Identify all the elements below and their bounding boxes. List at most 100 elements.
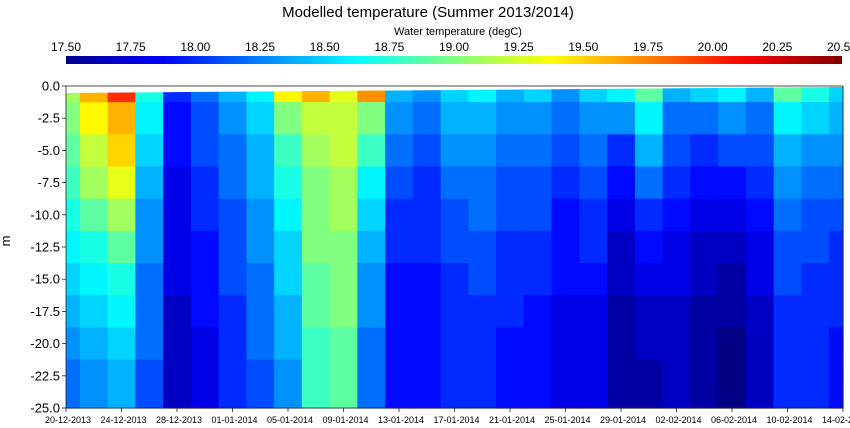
heatmap-cell <box>718 198 747 232</box>
heatmap-cell <box>468 166 497 200</box>
heatmap-cell <box>718 134 747 168</box>
heatmap-cell <box>107 391 136 409</box>
heatmap-cell <box>107 134 136 168</box>
colorbar <box>66 56 842 64</box>
heatmap-cell <box>745 86 775 103</box>
heatmap-cell <box>440 166 469 200</box>
y-tick-label: -20.0 <box>30 336 60 351</box>
heatmap-cell <box>135 166 164 200</box>
heatmap-cell <box>66 391 81 409</box>
heatmap-cell <box>79 391 109 409</box>
heatmap-cell <box>496 359 525 393</box>
heatmap-cell <box>551 391 580 409</box>
heatmap-cell <box>440 295 469 329</box>
heatmap-cell <box>607 327 636 361</box>
heatmap-cell <box>662 359 691 393</box>
heatmap-cell <box>246 391 275 409</box>
heatmap-cell <box>274 359 303 393</box>
heatmap-cell <box>468 198 497 232</box>
heatmap-cell <box>468 263 497 296</box>
heatmap-cell <box>634 391 664 409</box>
heatmap-cell <box>274 166 303 200</box>
heatmap-cell <box>190 295 220 329</box>
heatmap-cell <box>357 263 386 296</box>
heatmap-cell <box>107 198 136 232</box>
heatmap-cell <box>773 198 802 232</box>
heatmap-cell <box>440 198 469 232</box>
heatmap-cell <box>634 198 664 232</box>
heatmap-cell <box>634 295 664 329</box>
heatmap-cell <box>745 198 775 232</box>
colorbar-tick-label: 18.00 <box>180 40 210 54</box>
heatmap-cell <box>801 263 830 296</box>
heatmap-cell <box>496 134 525 168</box>
x-tick-label: 06-02-2014 <box>711 415 757 425</box>
heatmap-cell <box>190 198 220 232</box>
heatmap-cell <box>579 359 608 393</box>
heatmap-cell <box>357 230 386 264</box>
x-tick-label: 14-02-2014 <box>822 415 850 425</box>
heatmap-cell <box>523 391 553 409</box>
y-axis-label: m <box>0 236 13 247</box>
heatmap-cells <box>66 86 844 409</box>
heatmap-cell <box>523 134 553 168</box>
heatmap-cell <box>634 134 664 168</box>
heatmap-cell <box>718 295 747 329</box>
heatmap-cell <box>412 230 442 264</box>
heatmap-cell <box>690 359 719 393</box>
heatmap-cell <box>107 327 136 361</box>
heatmap-cell <box>385 134 414 168</box>
y-tick-label: -25.0 <box>30 401 60 416</box>
heatmap-cell <box>385 327 414 361</box>
heatmap-cell <box>218 359 247 393</box>
heatmap-cell <box>801 295 830 329</box>
heatmap-cell <box>66 327 81 361</box>
heatmap-cell <box>218 295 247 329</box>
heatmap-cell <box>718 230 747 264</box>
heatmap-cell <box>773 295 802 329</box>
colorbar-tick-labels: 17.50 17.75 18.00 18.25 18.50 18.75 19.00 19.25… <box>51 40 850 54</box>
heatmap-cell <box>801 102 830 135</box>
heatmap-cell <box>329 263 358 296</box>
heatmap-cell <box>135 134 164 168</box>
heatmap-cell <box>801 166 830 200</box>
heatmap-cell <box>246 102 275 135</box>
heatmap-cell <box>385 295 414 329</box>
heatmap-cell <box>385 102 414 135</box>
x-tick-label: 21-01-2014 <box>489 415 535 425</box>
heatmap-cell <box>551 198 580 232</box>
heatmap-cell <box>690 198 719 232</box>
heatmap-cell <box>135 263 164 296</box>
heatmap-cell <box>718 359 747 393</box>
heatmap-cell <box>607 166 636 200</box>
heatmap-cell <box>79 198 109 232</box>
heatmap-cell <box>579 230 608 264</box>
heatmap-cell <box>718 391 747 409</box>
heatmap-cell <box>607 359 636 393</box>
heatmap-cell <box>496 327 525 361</box>
heatmap-cell <box>829 102 844 135</box>
heatmap-cell <box>551 327 580 361</box>
heatmap-cell <box>496 391 525 409</box>
x-tick-label: 28-12-2013 <box>156 415 202 425</box>
heatmap-cell <box>468 230 497 264</box>
heatmap-cell <box>607 198 636 232</box>
heatmap-cell <box>274 391 303 409</box>
heatmap-cell <box>385 359 414 393</box>
heatmap-cell <box>468 86 497 103</box>
colorbar-tick-label: 19.50 <box>568 40 598 54</box>
heatmap-cell <box>773 134 802 168</box>
heatmap-cell <box>690 102 719 135</box>
x-tick-label: 01-01-2014 <box>211 415 257 425</box>
heatmap-cell <box>163 198 192 232</box>
y-tick-label: -2.5 <box>38 111 60 126</box>
heatmap-cell <box>301 391 331 409</box>
heatmap-cell <box>745 327 775 361</box>
heatmap-cell <box>412 391 442 409</box>
heatmap-cell <box>135 327 164 361</box>
heatmap-cell <box>634 230 664 264</box>
heatmap-cell <box>468 391 497 409</box>
heatmap-cell <box>301 198 331 232</box>
heatmap-cell <box>190 359 220 393</box>
heatmap-cell <box>496 86 525 103</box>
